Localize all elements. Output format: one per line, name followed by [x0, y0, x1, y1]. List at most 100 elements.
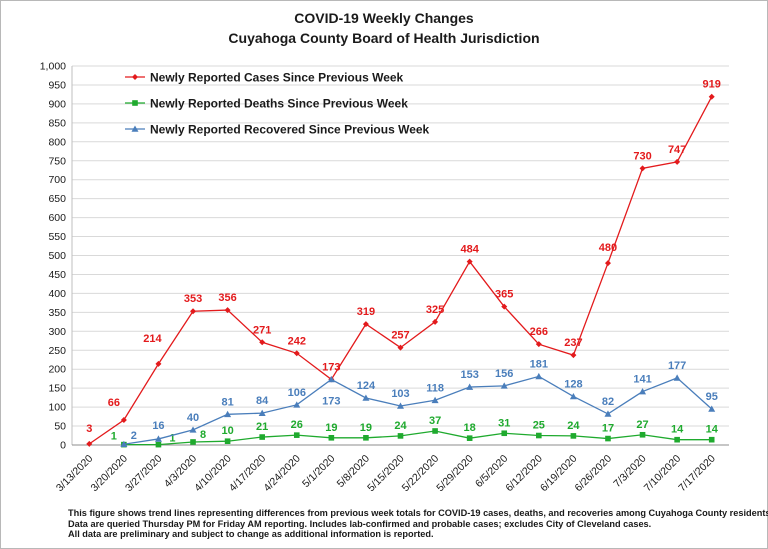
data-point — [605, 435, 611, 442]
data-label: 1 — [111, 431, 117, 443]
data-label: 480 — [599, 242, 617, 254]
data-point — [708, 405, 716, 412]
y-tick-label: 900 — [48, 98, 66, 110]
data-label: 214 — [143, 333, 162, 345]
data-point — [674, 436, 680, 443]
data-label: 266 — [530, 326, 548, 338]
legend-label: Newly Reported Deaths Since Previous Wee… — [150, 97, 408, 111]
data-point — [569, 392, 577, 400]
data-label: 95 — [706, 391, 718, 403]
y-tick-label: 650 — [48, 193, 66, 205]
data-label: 319 — [357, 306, 375, 318]
data-point — [708, 436, 715, 443]
y-tick-label: 750 — [48, 155, 66, 167]
data-label: 40 — [187, 412, 199, 424]
legend-marker — [132, 74, 138, 80]
data-point — [362, 394, 370, 401]
x-tick-label: 4/17/2020 — [227, 453, 269, 495]
data-label: 173 — [322, 395, 340, 407]
data-label: 257 — [391, 330, 409, 342]
data-point — [363, 434, 369, 441]
data-point — [189, 426, 197, 433]
data-label: 747 — [668, 144, 686, 156]
data-point — [362, 321, 369, 328]
data-label: 156 — [495, 368, 513, 380]
data-label: 2 — [131, 430, 137, 442]
x-tick-label: 6/12/2020 — [503, 453, 545, 495]
data-point — [535, 372, 543, 380]
data-point — [466, 435, 473, 441]
y-tick-label: 400 — [48, 288, 66, 300]
y-tick-label: 850 — [48, 117, 66, 129]
data-point — [604, 260, 611, 267]
data-label: 177 — [668, 360, 686, 372]
x-tick-label: 6/19/2020 — [538, 453, 580, 495]
data-label: 242 — [288, 335, 306, 347]
data-point — [639, 431, 646, 438]
footnotes: This figure shows trend lines representi… — [68, 508, 768, 540]
data-point — [120, 416, 127, 423]
data-label: 919 — [703, 79, 721, 91]
data-point — [293, 432, 300, 438]
data-point — [224, 438, 231, 445]
data-point — [190, 308, 197, 315]
series-line — [123, 430, 712, 446]
x-tick-label: 3/13/2020 — [54, 453, 96, 495]
chart-title: COVID-19 Weekly Changes — [294, 10, 474, 26]
data-point — [328, 434, 335, 441]
data-point — [466, 258, 473, 265]
data-point — [327, 375, 335, 383]
data-point — [86, 440, 93, 447]
data-point — [535, 341, 542, 348]
data-label: 19 — [325, 422, 337, 434]
data-label: 1 — [169, 433, 175, 445]
y-tick-label: 450 — [48, 269, 66, 281]
y-tick-label: 700 — [48, 174, 66, 186]
data-label: 118 — [426, 382, 444, 394]
y-tick-label: 500 — [48, 250, 66, 262]
data-point — [258, 409, 266, 416]
data-point — [639, 165, 646, 172]
data-label: 353 — [184, 293, 202, 305]
data-label: 24 — [567, 420, 580, 432]
legend-label: Newly Reported Cases Since Previous Week — [150, 71, 404, 85]
data-label: 84 — [256, 395, 269, 407]
data-point — [397, 402, 404, 409]
data-label: 25 — [533, 420, 545, 432]
x-tick-label: 6/26/2020 — [573, 453, 615, 495]
y-tick-label: 300 — [48, 326, 66, 338]
y-tick-label: 100 — [48, 402, 66, 414]
data-point — [397, 344, 404, 351]
x-tick-label: 4/10/2020 — [192, 453, 234, 495]
data-label: 26 — [291, 419, 303, 431]
data-label: 271 — [253, 324, 271, 336]
footnote-line: All data are preliminary and subject to … — [68, 529, 434, 539]
data-point — [397, 433, 404, 439]
data-point — [431, 396, 439, 404]
data-point — [501, 303, 508, 310]
data-label: 173 — [322, 361, 340, 373]
x-tick-label: 3/27/2020 — [123, 453, 165, 495]
x-tick-label: 5/15/2020 — [365, 453, 407, 495]
data-label: 8 — [200, 429, 206, 441]
data-label: 18 — [464, 422, 476, 434]
data-point — [154, 435, 162, 442]
data-label: 21 — [256, 421, 268, 433]
data-label: 365 — [495, 289, 513, 301]
data-point — [120, 440, 128, 448]
y-tick-label: 200 — [48, 364, 66, 376]
y-tick-label: 1,000 — [40, 61, 66, 73]
data-label: 19 — [360, 422, 372, 434]
y-tick-label: 250 — [48, 345, 66, 357]
series-line — [123, 375, 713, 445]
data-label: 106 — [288, 387, 306, 399]
data-point — [224, 307, 231, 314]
y-tick-label: 0 — [60, 440, 66, 452]
data-label: 237 — [564, 337, 582, 349]
y-tick-label: 600 — [48, 212, 66, 224]
data-point — [639, 388, 647, 395]
footnote-line: Data are queried Thursday PM for Friday … — [68, 518, 652, 529]
y-tick-label: 50 — [54, 421, 66, 433]
data-point — [155, 360, 162, 367]
